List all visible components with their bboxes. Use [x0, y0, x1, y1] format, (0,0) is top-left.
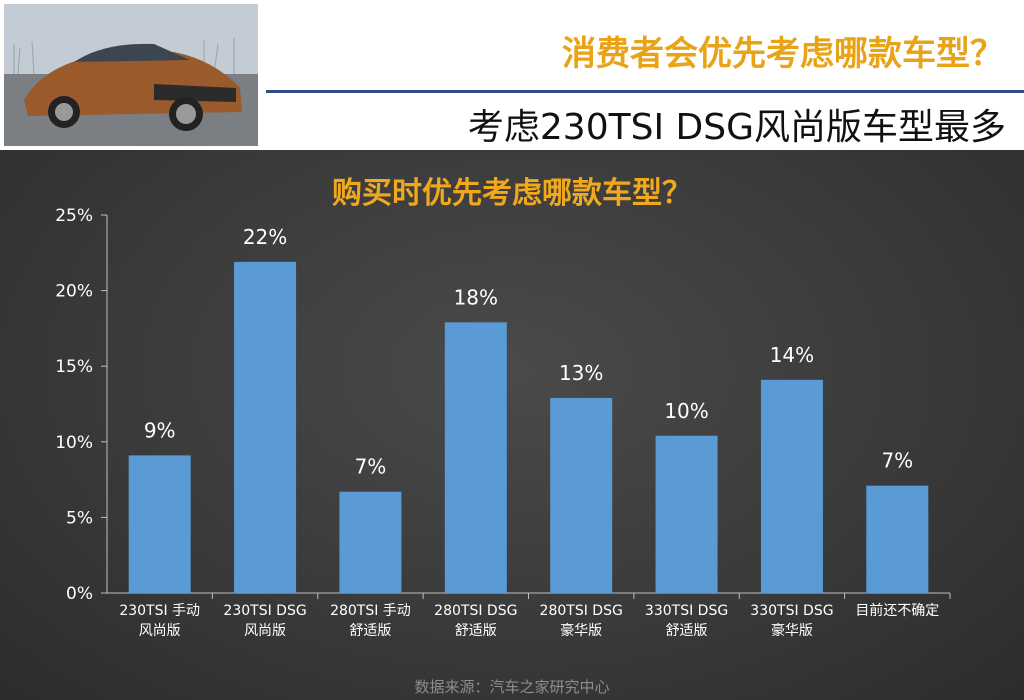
y-tick-label: 20%: [55, 282, 93, 302]
bar: [339, 491, 402, 593]
x-tick-label: 280TSI 手动: [330, 603, 411, 619]
y-tick-label: 0%: [66, 584, 93, 604]
x-tick-label: 舒适版: [455, 623, 497, 639]
x-tick-label: 330TSI DSG: [645, 603, 728, 619]
x-tick-label: 舒适版: [666, 623, 708, 639]
bar: [655, 435, 718, 593]
data-label: 7%: [881, 449, 913, 473]
y-tick-label: 10%: [55, 433, 93, 453]
bar: [550, 397, 613, 593]
chart-title: 购买时优先考虑哪款车型？: [332, 176, 692, 211]
car-photo: [4, 4, 258, 146]
x-tick-label: 230TSI DSG: [223, 603, 306, 619]
bar-chart: 0%5%10%15%20%25%9%230TSI 手动风尚版22%230TSI …: [55, 206, 951, 639]
bar: [234, 261, 297, 593]
bar: [444, 322, 507, 593]
data-source: 数据来源：汽车之家研究中心: [414, 678, 610, 696]
chart-panel: 购买时优先考虑哪款车型？ 0% 5% 10% 15% 20% 25% 9% 230TSI 手动…: [0, 150, 1024, 700]
page-title: 消费者会优先考虑哪款车型？: [562, 34, 1004, 74]
data-label: 22%: [243, 225, 287, 249]
bar: [760, 379, 823, 593]
x-tick-label: 豪华版: [771, 623, 813, 639]
x-tick-label: 豪华版: [560, 623, 602, 639]
y-tick-label: 5%: [66, 508, 93, 528]
bar: [866, 485, 929, 593]
data-label: 13%: [559, 361, 603, 385]
data-label: 10%: [664, 399, 708, 423]
x-tick-label: 280TSI DSG: [434, 603, 517, 619]
x-tick-label: 330TSI DSG: [750, 603, 833, 619]
x-tick-label: 230TSI 手动: [119, 603, 200, 619]
x-tick-label: 舒适版: [349, 623, 391, 639]
y-tick-label: 25%: [55, 206, 93, 226]
x-tick-label: 目前还不确定: [855, 602, 939, 619]
header-divider: [266, 90, 1024, 93]
y-tick-label: 15%: [55, 357, 93, 377]
data-label: 9%: [144, 418, 176, 442]
data-label: 7%: [355, 455, 387, 479]
bar: [128, 455, 191, 593]
data-label: 14%: [770, 343, 814, 367]
x-tick-label: 风尚版: [244, 623, 286, 639]
x-tick-label: 风尚版: [139, 623, 181, 639]
data-label: 18%: [454, 285, 498, 309]
x-tick-label: 280TSI DSG: [540, 603, 623, 619]
page-subtitle: 考虑230TSI DSG风尚版车型最多: [467, 107, 1006, 148]
